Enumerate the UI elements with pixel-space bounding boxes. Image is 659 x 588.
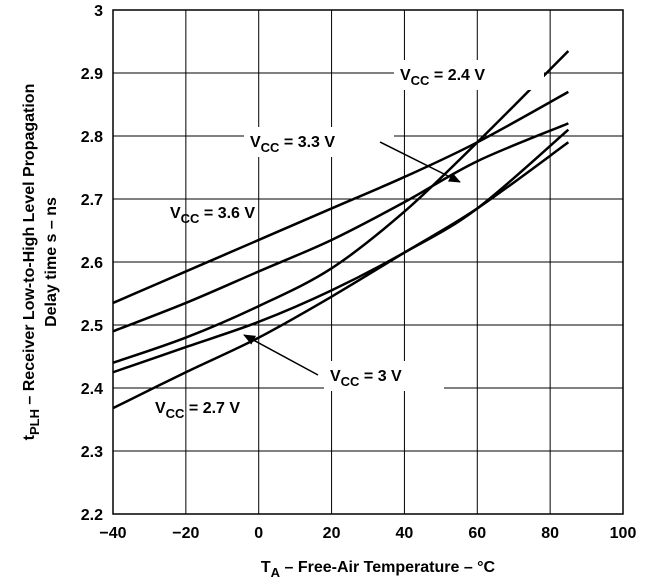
series-line: [112, 50, 570, 364]
y-tick-label: 2.7: [81, 192, 103, 209]
series-label: VCC = 3.3 V: [250, 134, 335, 155]
y-tick-label: 2.2: [81, 507, 103, 524]
series-label-background: [244, 127, 394, 157]
series-lines: [112, 50, 570, 410]
series-label-arrow: [243, 334, 319, 376]
x-tick-label: 80: [541, 525, 559, 542]
series-label: VCC = 3.6 V: [170, 205, 255, 226]
y-tick-label: 2.6: [81, 255, 103, 272]
series-label-background: [394, 60, 544, 90]
series-label-background: [324, 361, 444, 391]
grid: [112, 9, 624, 515]
y-tick-label: 2.8: [81, 129, 103, 146]
series-label-arrow: [379, 141, 461, 183]
y-tick-label: 2.4: [81, 381, 103, 398]
tick-labels: −40 −20 0 20 40 60 80 100 2.2 2.3 2.4 2.5 2.6 2.7 2.8 2…: [81, 3, 637, 542]
series-label: VCC = 2.4 V: [400, 67, 485, 88]
series-line: [112, 90, 569, 305]
x-tick-label: −20: [172, 525, 199, 542]
x-tick-label: 0: [254, 525, 263, 542]
y-axis-title-line-1: tPLH – Receiver Low-to-High Level Propag…: [21, 84, 42, 441]
series-label: VCC = 3 V: [330, 368, 402, 389]
series-line: [112, 141, 570, 410]
y-axis-title-line-2: Delay time s – ns: [43, 197, 60, 327]
x-tick-label: 20: [323, 525, 341, 542]
x-tick-label: 60: [468, 525, 486, 542]
y-tick-label: 2.3: [81, 444, 103, 461]
y-tick-label: 2.5: [81, 318, 103, 335]
plot-frame: [112, 9, 624, 515]
series-line: [112, 122, 569, 333]
y-tick-label: 3: [94, 3, 103, 20]
x-tick-label: 100: [610, 525, 637, 542]
x-axis-title: TA – Free-Air Temperature – °C: [261, 559, 496, 580]
y-tick-label: 2.9: [81, 66, 103, 83]
y-axis-title: tPLH – Receiver Low-to-High Level Propag…: [21, 84, 60, 441]
series-label: VCC = 2.7 V: [155, 400, 240, 421]
series-annotations: VCC = 2.4 V VCC = 3.3 V VCC = 3.6 V VCC = 3…: [155, 60, 544, 421]
series-line: [112, 128, 570, 374]
x-tick-label: 40: [396, 525, 414, 542]
x-tick-label: −40: [99, 525, 126, 542]
